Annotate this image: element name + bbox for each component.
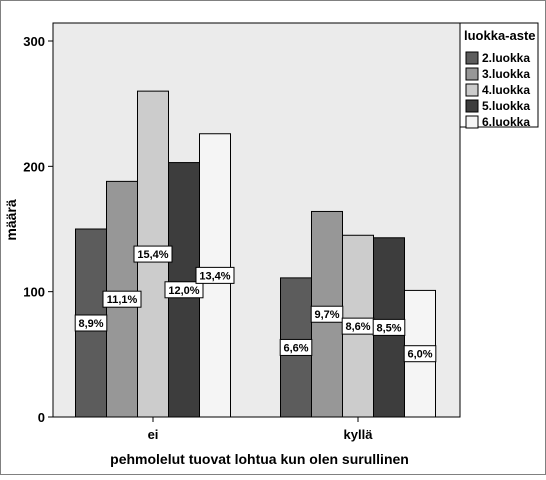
data-label-box [195, 266, 235, 284]
legend-title: luokka-aste [464, 28, 536, 43]
data-label: 8,5% [376, 322, 401, 334]
data-label: 11,1% [107, 294, 138, 306]
data-label: 8,6% [345, 321, 370, 333]
data-label-box [74, 314, 108, 332]
legend-swatch [465, 67, 479, 81]
data-label: 6,6% [283, 342, 308, 354]
data-label-box [133, 245, 173, 263]
legend-entry-label: 3.luokka [482, 67, 530, 81]
y-axis: 0 100 200 300 [23, 34, 53, 425]
legend-entry-label: 5.luokka [482, 99, 530, 113]
legend: luokka-aste 2.luokka 3.luokka 4.luokka 5.lu… [459, 22, 539, 129]
data-label-box [403, 345, 437, 363]
x-tick-label: ei [148, 427, 159, 442]
legend-swatch [465, 83, 479, 97]
data-label: 8,9% [78, 318, 103, 330]
data-label: 13,4% [199, 270, 230, 282]
y-tick-label: 100 [23, 285, 45, 300]
x-axis-title: pehmolelut tuovat lohtua kun olen surull… [110, 451, 409, 467]
y-tick-label: 200 [23, 159, 45, 174]
x-axis: ei kyllä [148, 417, 374, 442]
legend-entry-label: 4.luokka [482, 83, 530, 97]
x-tick-label: kyllä [344, 427, 374, 442]
data-label: 6,0% [407, 349, 432, 361]
data-label: 12,0% [168, 285, 199, 297]
y-axis-title: määrä [3, 199, 19, 240]
legend-entry-label: 2.luokka [482, 51, 530, 65]
data-label-box [279, 338, 313, 356]
data-label-box [310, 305, 344, 323]
legend-entry-label: 6.luokka [482, 115, 530, 129]
legend-swatch [465, 115, 479, 129]
data-labels-layer: 8,9% 11,1% 15,4% 12,0%13,4% 6,6% 9,7% 8,6% 8,5%… [74, 245, 437, 363]
legend-swatch [465, 99, 479, 113]
y-tick-label: 300 [23, 34, 45, 49]
data-label-box [372, 318, 406, 336]
data-label: 15,4% [137, 249, 168, 261]
y-tick-label: 0 [38, 410, 45, 425]
legend-swatch [465, 51, 479, 65]
data-label: 9,7% [314, 309, 339, 321]
data-label-box [164, 281, 204, 299]
data-label-box [102, 290, 142, 308]
